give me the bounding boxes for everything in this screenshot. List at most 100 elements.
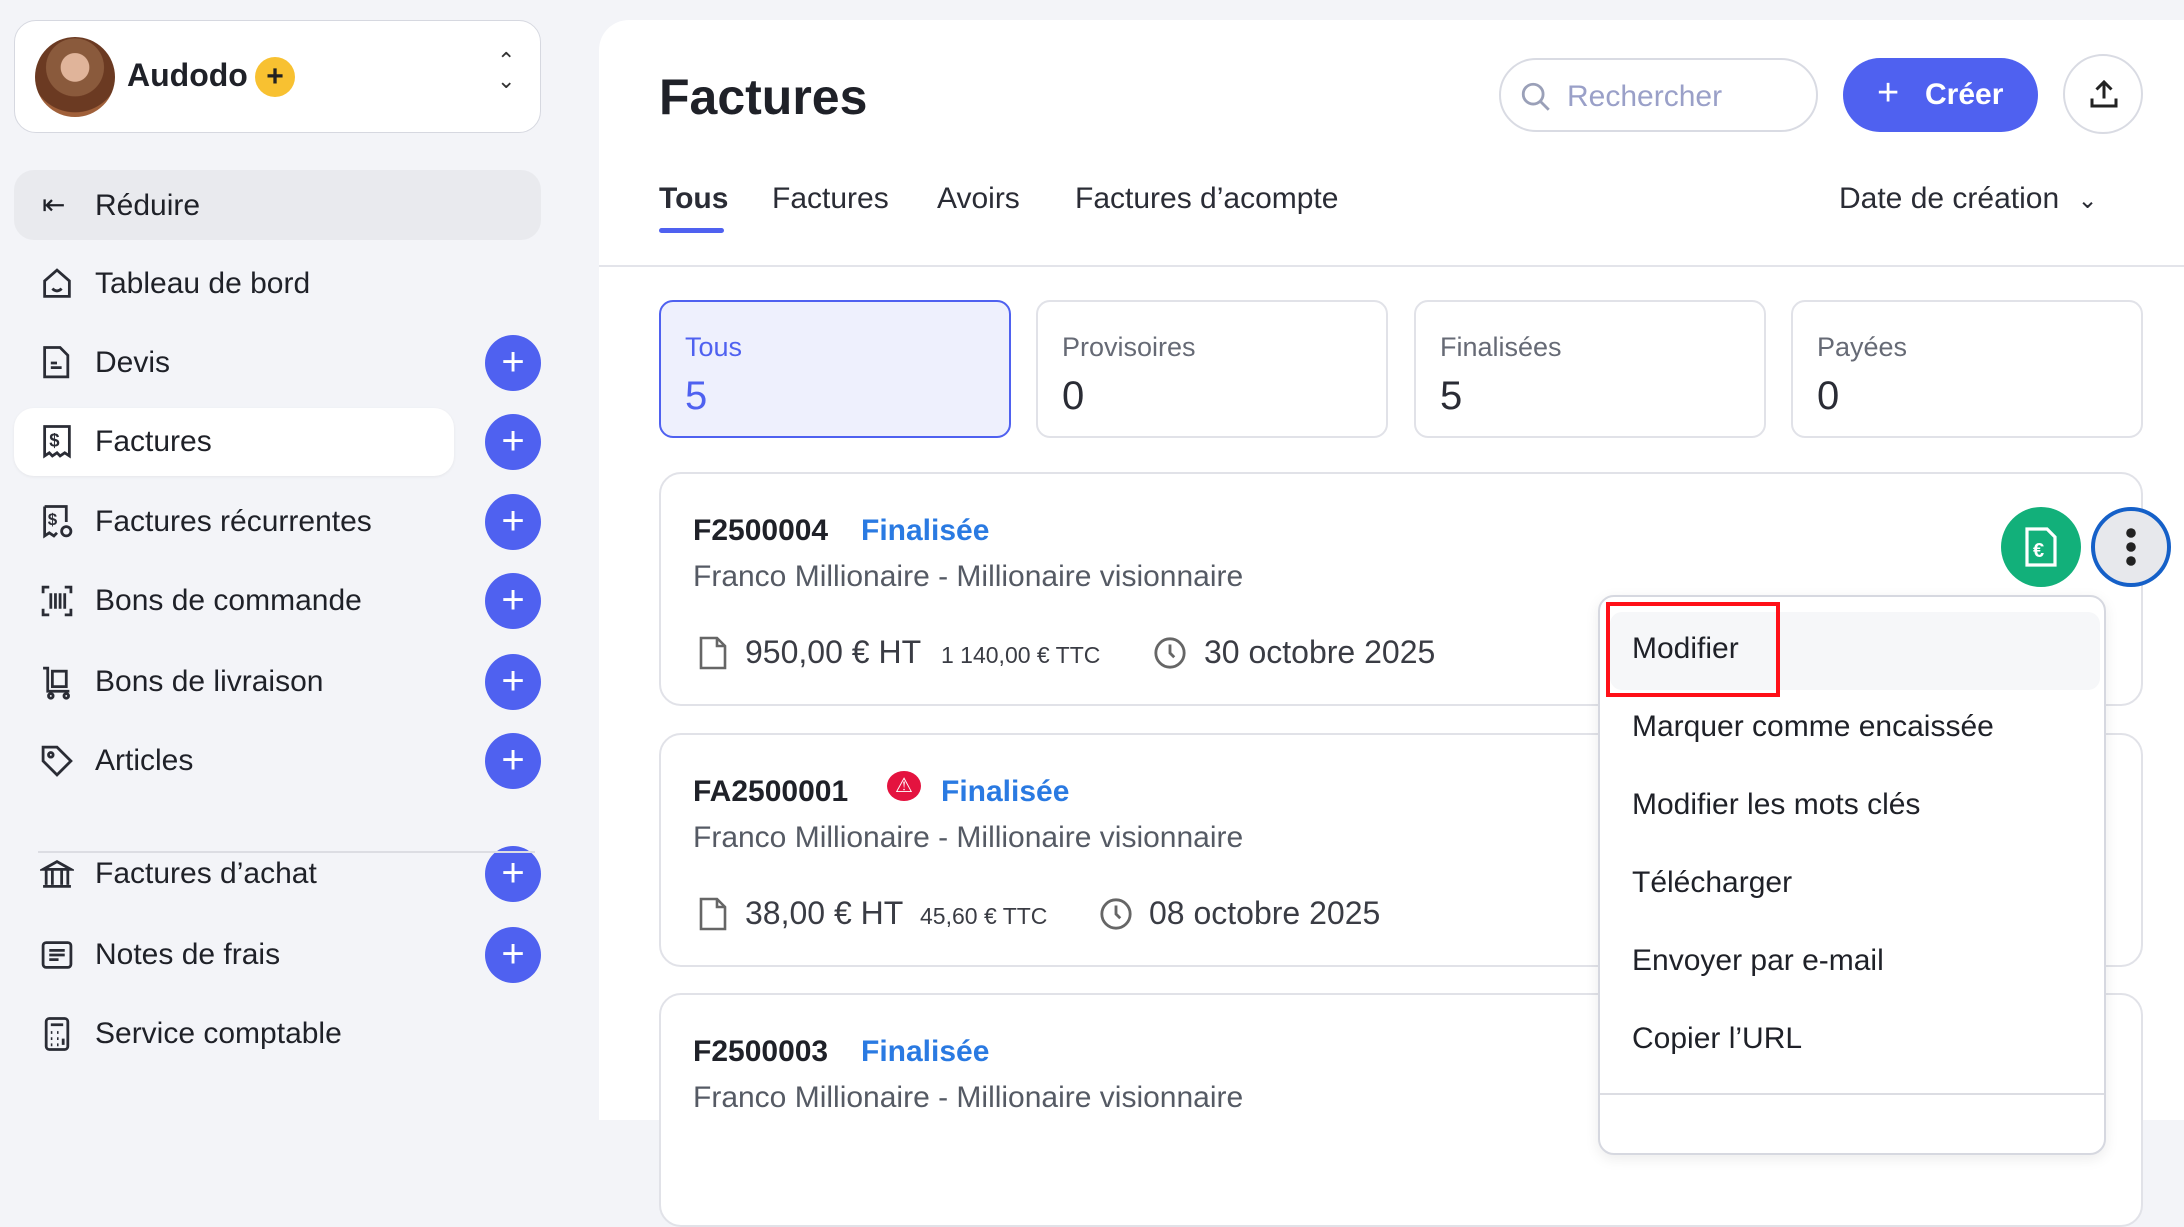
add-factures-d-achat-button[interactable]: + <box>485 846 541 902</box>
invoice-icon: $ <box>43 425 71 459</box>
premium-badge-icon: + <box>255 57 295 97</box>
stat-value: 0 <box>1817 374 1840 418</box>
stat-label: Finalisées <box>1440 332 1562 362</box>
sidebar-item-label: Factures d’achat <box>95 857 317 890</box>
home-icon <box>43 268 71 298</box>
collapse-icon: ⇤ <box>42 189 66 220</box>
tag-icon <box>41 745 73 777</box>
tab-avoirs[interactable]: Avoirs <box>937 182 1020 215</box>
client-name: Franco Millionaire - Millionaire visionn… <box>693 1081 1244 1114</box>
clock-icon <box>1100 898 1132 930</box>
menu-item-label: Envoyer par e-mail <box>1632 944 1884 977</box>
bank-icon <box>40 860 74 888</box>
collapse-sidebar-button[interactable]: ⇤ Réduire <box>14 170 541 240</box>
stat-value: 0 <box>1062 374 1085 418</box>
sidebar-item-label: Factures récurrentes <box>95 505 372 538</box>
sidebar-item-devis[interactable]: Devis <box>14 329 454 397</box>
sidebar-item-label: Tableau de bord <box>95 267 311 300</box>
sidebar-item-label: Factures <box>95 425 212 458</box>
menu-item-envoyer-email[interactable]: Envoyer par e-mail <box>1600 924 2104 1002</box>
collapse-label: Réduire <box>95 189 201 222</box>
add-factures-recurrentes-button[interactable]: + <box>485 494 541 550</box>
add-notes-de-frais-button[interactable]: + <box>485 927 541 983</box>
workspace-name: Audodo <box>127 57 248 93</box>
stat-filter-payees[interactable]: Payées 0 <box>1791 300 2143 438</box>
highlight-box <box>1606 602 1780 697</box>
sidebar-item-articles[interactable]: Articles <box>14 727 454 795</box>
sidebar-item-factures-d-achat[interactable]: Factures d’achat <box>14 840 454 908</box>
document-icon <box>699 897 727 931</box>
warning-icon: ⚠ <box>887 771 921 801</box>
more-actions-button[interactable] <box>2091 507 2171 587</box>
menu-item-label: Télécharger <box>1632 866 1793 899</box>
upload-icon <box>2090 79 2118 108</box>
avatar <box>35 37 115 117</box>
sidebar-item-bons-de-commande[interactable]: Bons de commande <box>14 567 454 635</box>
menu-item-modifier-mots-cles[interactable]: Modifier les mots clés <box>1600 768 2104 846</box>
sidebar-item-factures[interactable]: $ Factures <box>14 408 454 476</box>
add-bons-de-livraison-button[interactable]: + <box>485 654 541 710</box>
record-payment-button[interactable]: € <box>2001 507 2081 587</box>
client-name: Franco Millionaire - Millionaire visionn… <box>693 821 1244 854</box>
sidebar-item-notes-de-frais[interactable]: Notes de frais <box>14 921 454 989</box>
plus-icon: + <box>1877 72 1900 114</box>
menu-item-label: Modifier <box>1632 632 1739 665</box>
export-button[interactable] <box>2063 54 2143 134</box>
stat-value: 5 <box>685 374 708 418</box>
amount-ttc: 1 140,00 € TTC <box>941 642 1101 668</box>
sidebar-item-label: Devis <box>95 346 171 379</box>
tab-factures[interactable]: Factures <box>772 182 889 215</box>
invoice-number: FA2500001 <box>693 775 849 808</box>
menu-item-label: Marquer comme encaissée <box>1632 710 1994 743</box>
search-placeholder: Rechercher <box>1567 80 1723 113</box>
sidebar-divider <box>38 851 535 853</box>
sidebar-item-label: Bons de livraison <box>95 665 324 698</box>
calculator-icon <box>44 1017 70 1051</box>
workspace-switcher[interactable]: Audodo + ⌃ ⌄ <box>14 20 541 133</box>
svg-text:€: € <box>2033 540 2044 562</box>
stat-filter-tous[interactable]: Tous 5 <box>659 300 1011 438</box>
delivery-cart-icon <box>43 666 70 700</box>
stat-filter-provisoires[interactable]: Provisoires 0 <box>1036 300 1388 438</box>
header-divider <box>599 265 2184 267</box>
stat-label: Provisoires <box>1062 332 1196 362</box>
create-button[interactable]: + Créer <box>1843 58 2038 132</box>
search-input[interactable]: Rechercher <box>1499 58 1818 132</box>
sidebar-item-factures-recurrentes[interactable]: $ Factures récurrentes <box>14 488 454 556</box>
menu-item-copier-url[interactable]: Copier l’URL <box>1600 1002 2104 1080</box>
status-badge: Finalisée <box>861 1035 990 1068</box>
clock-icon <box>1154 637 1186 669</box>
svg-text:$: $ <box>48 510 58 529</box>
menu-item-modifier[interactable]: Modifier <box>1610 612 2100 690</box>
add-articles-button[interactable]: + <box>485 733 541 789</box>
search-icon <box>1521 82 1550 111</box>
chevron-up-down-icon: ⌃ ⌄ <box>497 48 516 93</box>
status-badge: Finalisée <box>861 514 990 547</box>
barcode-icon <box>41 585 73 617</box>
create-label: Créer <box>1925 78 2004 111</box>
add-bons-de-commande-button[interactable]: + <box>485 573 541 629</box>
sidebar-item-tableau-de-bord[interactable]: Tableau de bord <box>14 250 454 318</box>
amount-ht: 950,00 € HT <box>745 634 922 670</box>
menu-item-telecharger[interactable]: Télécharger <box>1600 846 2104 924</box>
euro-document-icon: € <box>2025 527 2057 567</box>
tab-tous[interactable]: Tous <box>659 182 729 215</box>
sidebar-item-label: Bons de commande <box>95 584 362 617</box>
sidebar-item-bons-de-livraison[interactable]: Bons de livraison <box>14 648 454 716</box>
invoice-date: 08 octobre 2025 <box>1149 895 1381 931</box>
client-name: Franco Millionaire - Millionaire visionn… <box>693 560 1244 593</box>
status-badge: Finalisée <box>941 775 1070 808</box>
add-factures-button[interactable]: + <box>485 414 541 470</box>
sort-label: Date de création <box>1839 182 2060 215</box>
sidebar-item-service-comptable[interactable]: Service comptable <box>14 1000 454 1068</box>
stat-value: 5 <box>1440 374 1463 418</box>
menu-item-label: Modifier les mots clés <box>1632 788 1921 821</box>
add-devis-button[interactable]: + <box>485 335 541 391</box>
stat-label: Tous <box>685 332 743 362</box>
menu-item-marquer-encaissee[interactable]: Marquer comme encaissée <box>1600 690 2104 768</box>
amount-ttc: 45,60 € TTC <box>920 903 1048 929</box>
sort-dropdown[interactable]: Date de création ⌄ <box>1839 182 2098 216</box>
tab-factures-acompte[interactable]: Factures d’acompte <box>1075 182 1339 215</box>
document-icon <box>43 346 70 379</box>
stat-filter-finalisees[interactable]: Finalisées 5 <box>1414 300 1766 438</box>
